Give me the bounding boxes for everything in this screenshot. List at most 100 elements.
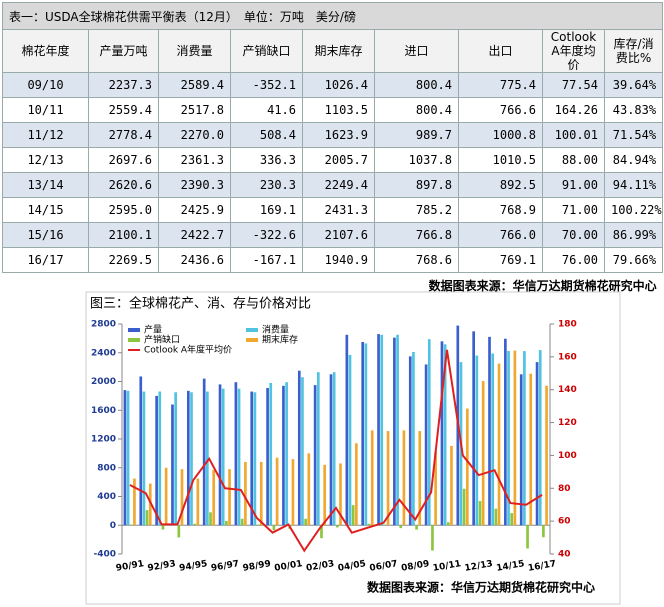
- bar: [228, 469, 231, 526]
- bar: [253, 392, 257, 526]
- bar: [234, 382, 238, 526]
- bar: [129, 524, 133, 526]
- bar: [304, 518, 307, 526]
- bar: [320, 525, 323, 539]
- y2-tick-label: 140: [558, 385, 577, 395]
- table-cell: 39.64%: [603, 72, 664, 98]
- bar: [380, 334, 384, 526]
- table-cell: 11/12: [2, 122, 89, 148]
- bar: [275, 457, 279, 526]
- x-tick-label: 90/91: [115, 559, 145, 574]
- x-tick-label: 06/07: [369, 559, 399, 574]
- table-row: 13/14 2620.6 2390.3 230.3 2249.4 897.8 892.5 91…: [2, 172, 664, 198]
- bar: [431, 525, 434, 551]
- x-tick-label: 92/93: [147, 559, 177, 574]
- bar: [412, 352, 415, 526]
- bar: [351, 505, 355, 526]
- table-cell: 2107.6: [302, 222, 375, 248]
- bar: [361, 341, 365, 526]
- bar: [538, 350, 542, 526]
- bar: [408, 356, 412, 526]
- balance-table: 表一：USDA全球棉花供需平衡表（12月） 单位：万吨 美分/磅 棉花年度 产量万吨…: [1, 2, 664, 298]
- bar: [123, 390, 127, 526]
- table-cell: 41.6: [230, 97, 303, 123]
- table-cell: 800.4: [374, 97, 459, 123]
- y-tick-label: 400: [97, 492, 116, 502]
- table-cell: 768.6: [374, 247, 459, 273]
- table-cell: 2422.7: [158, 222, 231, 248]
- bar: [446, 522, 450, 526]
- bar: [202, 378, 206, 526]
- bar: [196, 478, 200, 526]
- bar: [139, 376, 143, 526]
- table-cell: 94.11%: [603, 172, 664, 198]
- table-cell: 71.54%: [603, 122, 664, 148]
- bar: [545, 385, 548, 526]
- bar: [250, 391, 254, 526]
- table-cell: 76.00: [542, 247, 605, 273]
- table-cell: 86.99%: [603, 222, 664, 248]
- bar: [478, 501, 482, 526]
- bar: [323, 464, 326, 526]
- bar: [256, 524, 260, 526]
- bar: [282, 385, 285, 526]
- table-cell: 2589.4: [158, 72, 231, 98]
- bar: [472, 331, 475, 526]
- table-cell: 766.8: [374, 222, 459, 248]
- table-cell: 1037.8: [374, 147, 459, 173]
- table-cell: 769.1: [458, 247, 543, 273]
- table-cell: -322.6: [230, 222, 303, 248]
- x-tick-label: 02/03: [305, 559, 335, 574]
- y-tick-label: 800: [97, 463, 116, 473]
- y-tick-label: 2400: [91, 348, 116, 358]
- table-row: 10/11 2559.4 2517.8 41.6 1103.5 800.4 766.6 164…: [2, 97, 664, 123]
- table-row: 16/17 2269.5 2436.6 -167.1 1940.9 768.6 769.1 7…: [2, 247, 664, 273]
- table-cell: 1940.9: [302, 247, 375, 273]
- table-cell: 775.4: [458, 72, 543, 98]
- bar: [415, 525, 418, 530]
- legend-swatch: [246, 328, 258, 332]
- table-cell: 2697.6: [88, 147, 159, 173]
- table-cell: 2425.9: [158, 197, 231, 223]
- table-row: 数据图表来源：华信万达期货棉花研究中心: [3, 273, 663, 298]
- column-header: 出口: [458, 29, 543, 73]
- legend-swatch: [246, 338, 258, 342]
- bar: [244, 462, 247, 526]
- table-row: 14/15 2595.0 2425.9 169.1 2431.3 785.2 768.9 71…: [2, 197, 664, 223]
- bar: [424, 364, 428, 526]
- legend-label: Cotlook A年度平均价: [144, 344, 232, 356]
- x-tick-label: 08/09: [401, 559, 431, 574]
- bar: [316, 372, 320, 526]
- bar: [370, 430, 374, 526]
- column-header: Cotlook A年度均价: [542, 29, 605, 73]
- x-tick-label: 10/11: [432, 559, 462, 574]
- bar: [186, 390, 190, 526]
- bar: [148, 483, 152, 526]
- x-tick-label: 94/95: [179, 559, 209, 574]
- table-cell: 2778.4: [88, 122, 159, 148]
- bar: [126, 390, 130, 526]
- table-cell: 91.00: [542, 172, 605, 198]
- column-header: 产销缺口: [230, 29, 303, 73]
- table-cell: 2595.0: [88, 197, 159, 223]
- table-cell: 892.5: [458, 172, 543, 198]
- bar: [427, 339, 431, 526]
- bar: [155, 395, 158, 526]
- bar: [377, 334, 380, 526]
- bar: [133, 478, 136, 526]
- table-cell: 2249.4: [302, 172, 375, 198]
- table-cell: 766.0: [458, 222, 543, 248]
- table-cell: 1103.5: [302, 97, 375, 123]
- bar: [339, 463, 342, 526]
- table-row: 表一：USDA全球棉花供需平衡表（12月） 单位：万吨 美分/磅: [1, 2, 664, 30]
- table-cell: 88.00: [542, 147, 605, 173]
- table-cell: 1623.9: [302, 122, 375, 148]
- chart-title: 图三：全球棉花产、消、存与价格对比: [90, 296, 311, 312]
- table-title: 表一：USDA全球棉花供需平衡表（12月） 单位：万吨 美分/磅: [1, 2, 664, 30]
- bar: [510, 513, 514, 526]
- bar: [526, 525, 529, 549]
- table-cell: 2390.3: [158, 172, 231, 198]
- table-cell: 71.00: [542, 197, 605, 223]
- table-cell: 2100.1: [88, 222, 159, 248]
- y-tick-label: -400: [93, 550, 116, 560]
